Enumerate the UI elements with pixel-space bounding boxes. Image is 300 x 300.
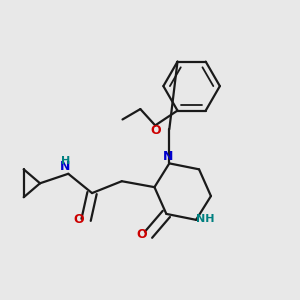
Text: N: N (163, 150, 173, 163)
Text: O: O (74, 213, 84, 226)
Text: O: O (137, 228, 147, 241)
Text: N: N (60, 160, 70, 172)
Text: NH: NH (196, 214, 214, 224)
Text: H: H (61, 156, 70, 166)
Text: O: O (150, 124, 160, 137)
